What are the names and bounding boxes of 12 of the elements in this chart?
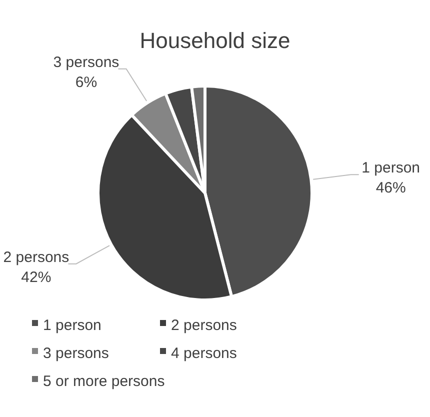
data-label: 6%	[75, 74, 98, 91]
slice-label: 2 persons	[3, 248, 70, 266]
data-label: 42%	[21, 268, 52, 286]
legend-label: 1 person	[43, 316, 102, 334]
legend-label: 5 or more persons	[43, 372, 165, 390]
slice-label: 1 person	[362, 160, 420, 177]
data-label: 46%	[376, 180, 406, 197]
legend-label: 3 persons	[43, 344, 109, 362]
legend-label: 2 persons	[171, 316, 237, 334]
chart-title: Household size	[140, 28, 290, 53]
legend-label: 4 persons	[171, 344, 237, 362]
slice-label: 3 persons	[53, 54, 120, 71]
